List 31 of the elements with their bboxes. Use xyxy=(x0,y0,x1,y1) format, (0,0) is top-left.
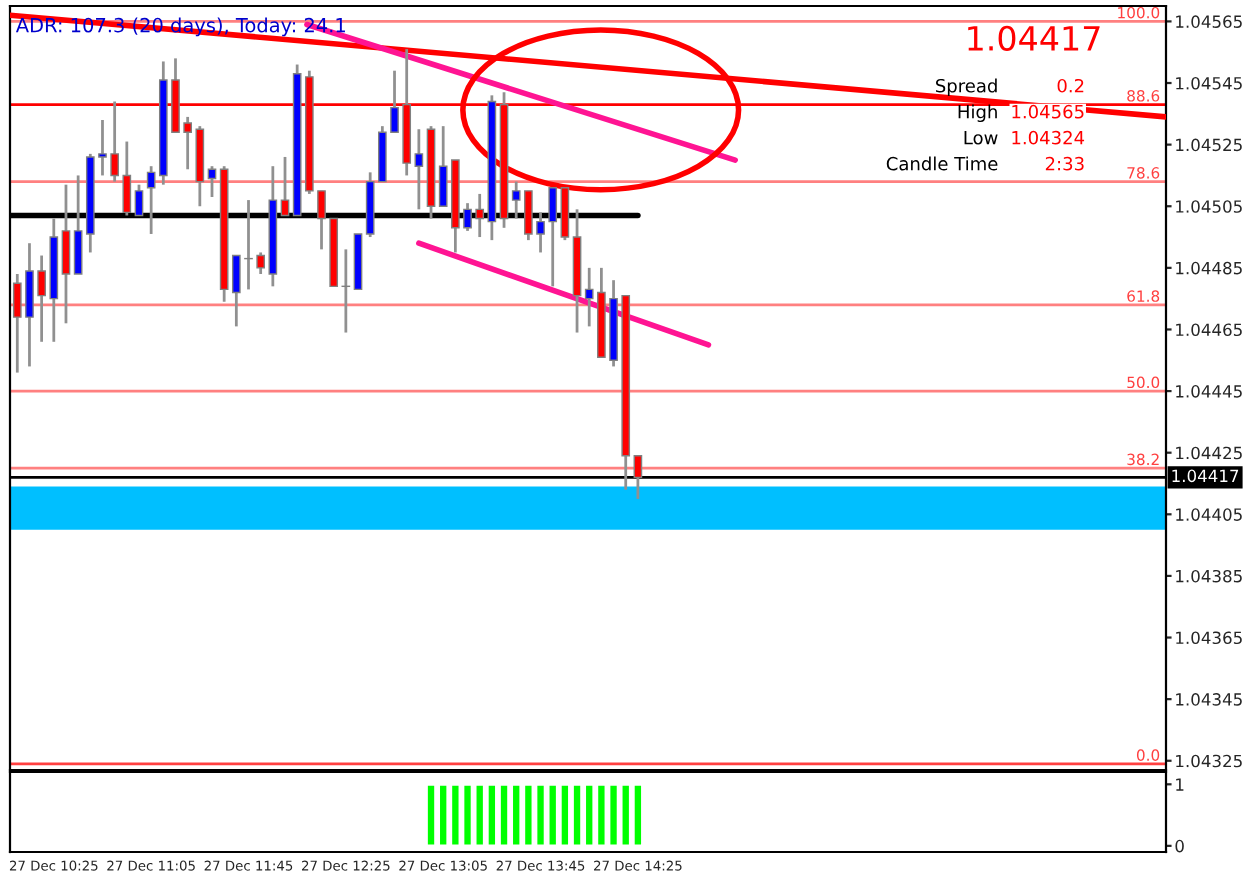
annotation: High xyxy=(958,104,997,123)
y-tick-label: 1.04545 xyxy=(1176,76,1242,90)
annotation: 1.04417 xyxy=(968,25,1100,51)
candlestick xyxy=(134,183,144,217)
y-tick-label: 1.04465 xyxy=(1176,323,1242,337)
annotation: Low xyxy=(964,131,998,145)
y-tick-label: 1.04565 xyxy=(1176,15,1242,28)
annotation: 1.04324 xyxy=(1012,130,1085,145)
y-tick-label: 1.04525 xyxy=(1176,138,1242,152)
annotation: 2:33 xyxy=(1045,156,1084,171)
candlestick xyxy=(280,155,290,217)
annotation: 1.04565 xyxy=(1012,104,1084,119)
annotation: Candle Time xyxy=(886,156,998,171)
y-tick-label: 1 xyxy=(1176,778,1184,791)
y-tick-label: 1.04405 xyxy=(1176,508,1242,521)
annotation: Spread xyxy=(935,78,997,97)
ref-line-label: 1.04417 xyxy=(1172,469,1239,483)
y-tick-label: 1.04445 xyxy=(1176,385,1242,398)
candlestick xyxy=(633,454,643,501)
y-tick-label: 1.04365 xyxy=(1176,631,1242,645)
y-tick-label: 1.04385 xyxy=(1176,569,1242,583)
y-tick-label: 0 xyxy=(1175,839,1184,853)
y-tick-label: 1.04345 xyxy=(1176,693,1242,706)
annotation: 0.2 xyxy=(1057,78,1084,93)
candlestick xyxy=(414,127,424,211)
candlestick xyxy=(61,183,71,325)
y-tick-label: 1.04485 xyxy=(1176,261,1242,275)
y-tick-label: 1.04505 xyxy=(1176,200,1242,213)
y-tick-label: 1.04425 xyxy=(1176,446,1242,460)
candlestick xyxy=(73,174,83,276)
y-tick-label: 1.04325 xyxy=(1176,754,1242,768)
